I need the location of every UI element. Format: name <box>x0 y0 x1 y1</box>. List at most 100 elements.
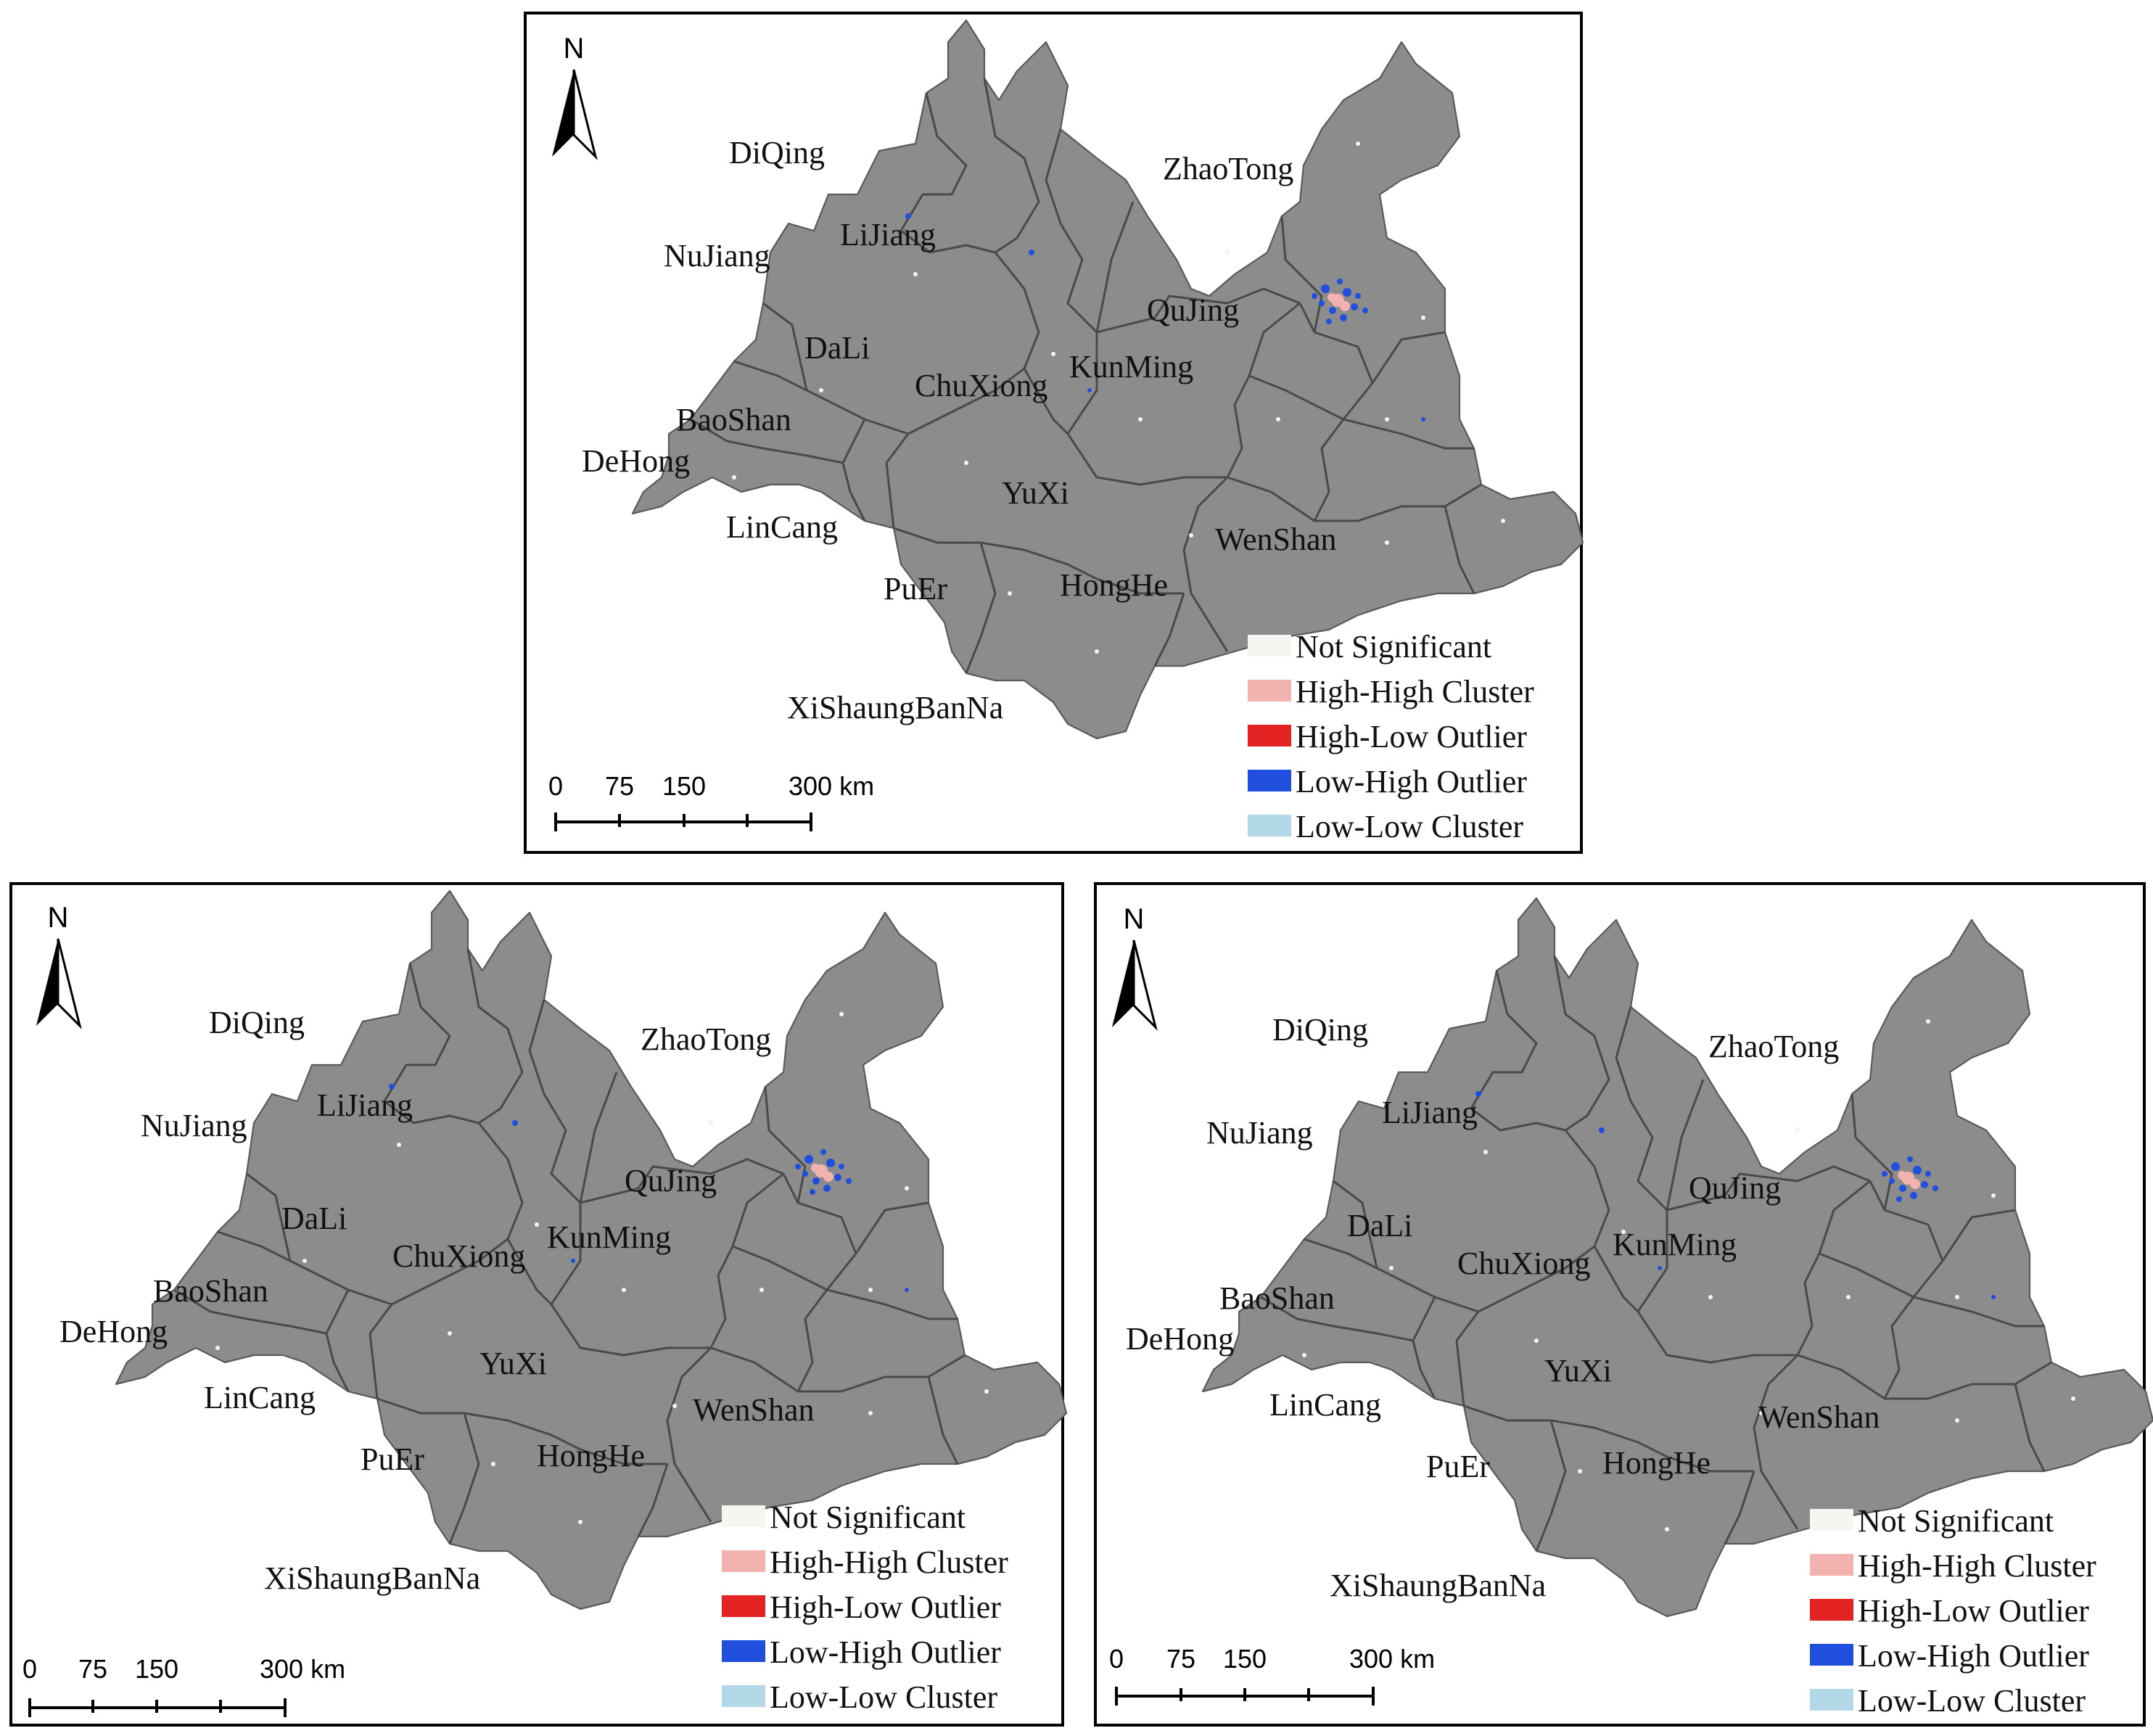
scale-tick-label: 150 <box>662 771 706 801</box>
scale-tick-label: 300 km <box>260 1654 345 1684</box>
scale-tick-label: 75 <box>78 1654 107 1684</box>
prefecture-label: HongHe <box>1602 1445 1711 1481</box>
legend-label: Low-High Outlier <box>770 1634 1001 1670</box>
prefecture-label: NuJiang <box>141 1108 247 1143</box>
legend: Not Significant High-High Cluster High-L… <box>1810 1503 2096 1719</box>
prefecture-label: LiJiang <box>317 1087 413 1123</box>
scale-tick-label: 150 <box>1223 1644 1267 1674</box>
legend-label: Low-High Outlier <box>1858 1638 2089 1674</box>
map-panel-bottom-left: N DiQing ZhaoTong LiJiang NuJiang QuJing… <box>9 882 1068 1727</box>
scale-bar: 0 75 150 300 km <box>548 771 874 831</box>
legend-label: Low-High Outlier <box>1296 764 1527 799</box>
prefecture-label: QuJing <box>1689 1170 1781 1206</box>
prefecture-label: YuXi <box>479 1346 547 1381</box>
prefecture-label: PuEr <box>884 571 947 606</box>
scale-tick-label: 150 <box>135 1654 178 1684</box>
legend-swatch <box>722 1595 765 1617</box>
legend-swatch <box>1810 1689 1853 1711</box>
scale-tick-label: 0 <box>22 1654 37 1684</box>
prefecture-label: DaLi <box>281 1201 347 1236</box>
legend-swatch <box>1810 1644 1853 1666</box>
north-arrow-letter: N <box>564 33 585 65</box>
scale-tick-label: 75 <box>1166 1644 1195 1674</box>
legend-label: High-High Cluster <box>770 1544 1008 1580</box>
prefecture-label: XiShaungBanNa <box>264 1560 480 1596</box>
legend-swatch <box>1248 770 1291 791</box>
scale-tick-label: 300 km <box>1349 1644 1435 1674</box>
prefecture-label: WenShan <box>1758 1399 1880 1435</box>
prefecture-label: XiShaungBanNa <box>787 690 1003 725</box>
prefecture-label: DeHong <box>1126 1321 1234 1357</box>
scale-bar: 0 75 150 300 km <box>22 1654 345 1717</box>
prefecture-label: LiJiang <box>840 217 936 252</box>
north-arrow-letter: N <box>48 902 69 934</box>
legend-label: Not Significant <box>770 1500 966 1535</box>
legend-label: High-High Cluster <box>1296 674 1534 709</box>
legend-swatch <box>1248 680 1291 702</box>
prefecture-label: QuJing <box>625 1163 717 1198</box>
prefecture-label: PuEr <box>1426 1449 1490 1484</box>
prefecture-label: WenShan <box>1215 522 1337 557</box>
prefecture-label: LinCang <box>204 1380 316 1415</box>
legend-label: High-Low Outlier <box>770 1589 1001 1625</box>
legend-label: Not Significant <box>1296 629 1491 665</box>
prefecture-label: DeHong <box>59 1314 168 1349</box>
prefecture-label: ZhaoTong <box>1708 1029 1839 1064</box>
prefecture-label: HongHe <box>1060 567 1168 603</box>
prefecture-label: ChuXiong <box>915 368 1047 403</box>
legend-label: High-Low Outlier <box>1296 719 1527 754</box>
legend: Not Significant High-High Cluster High-L… <box>722 1500 1008 1715</box>
prefecture-label: WenShan <box>693 1392 815 1428</box>
legend-swatch <box>1248 725 1291 746</box>
legend-label: Low-Low Cluster <box>1858 1683 2086 1719</box>
prefecture-label: DiQing <box>729 135 825 170</box>
prefecture-label: HongHe <box>537 1438 645 1473</box>
scale-tick-label: 300 km <box>789 771 874 801</box>
prefecture-label: DeHong <box>582 443 690 479</box>
north-arrow-letter: N <box>1124 903 1145 935</box>
legend-label: Not Significant <box>1858 1503 2054 1539</box>
prefecture-label: DiQing <box>209 1005 305 1040</box>
scale-tick-label: 0 <box>1109 1644 1124 1674</box>
prefecture-label: PuEr <box>361 1441 424 1477</box>
legend-swatch <box>1810 1509 1853 1531</box>
prefecture-label: KunMing <box>1613 1227 1737 1262</box>
prefecture-label: KunMing <box>1069 349 1193 384</box>
scale-bar: 0 75 150 300 km <box>1109 1644 1435 1706</box>
prefecture-label: NuJiang <box>1206 1115 1313 1151</box>
legend-swatch <box>1810 1599 1853 1621</box>
legend-swatch <box>722 1505 765 1527</box>
legend-swatch <box>1810 1554 1853 1576</box>
prefecture-label: XiShaungBanNa <box>1330 1568 1546 1603</box>
legend: Not Significant High-High Cluster High-L… <box>1248 629 1534 844</box>
legend-label: High-Low Outlier <box>1858 1593 2089 1629</box>
scale-tick-label: 75 <box>605 771 634 801</box>
map-panel-bottom-right: N DiQing ZhaoTong LiJiang NuJiang QuJing… <box>1094 882 2153 1727</box>
prefecture-label: QuJing <box>1147 292 1239 328</box>
scale-tick-label: 0 <box>548 771 563 801</box>
prefecture-label: ChuXiong <box>1457 1246 1590 1281</box>
prefecture-label: YuXi <box>1002 475 1069 511</box>
prefecture-label: LiJiang <box>1382 1095 1478 1130</box>
prefecture-labels: DiQing ZhaoTong LiJiang NuJiang QuJing D… <box>1126 1012 1880 1603</box>
north-arrow: N <box>35 902 81 1027</box>
prefecture-label: LinCang <box>726 509 838 545</box>
legend-swatch <box>722 1685 765 1707</box>
prefecture-label: ChuXiong <box>392 1238 525 1274</box>
prefecture-label: ZhaoTong <box>1163 151 1293 186</box>
legend-label: Low-Low Cluster <box>770 1679 997 1715</box>
legend-swatch <box>722 1550 765 1572</box>
legend-swatch <box>722 1640 765 1662</box>
map-panel-top: N DiQing ZhaoTong LiJiang NuJiang QuJing… <box>524 12 1584 854</box>
prefecture-label: DaLi <box>804 330 870 366</box>
prefecture-label: BaoShan <box>1219 1280 1335 1316</box>
prefecture-label: NuJiang <box>664 238 770 273</box>
prefecture-label: LinCang <box>1269 1387 1381 1423</box>
prefecture-label: KunMing <box>547 1219 671 1255</box>
legend-swatch <box>1248 815 1291 836</box>
prefecture-labels: DiQing ZhaoTong LiJiang NuJiang QuJing D… <box>582 135 1337 725</box>
prefecture-label: BaoShan <box>676 402 791 437</box>
prefecture-label: ZhaoTong <box>641 1021 771 1057</box>
legend-label: High-High Cluster <box>1858 1548 2096 1584</box>
